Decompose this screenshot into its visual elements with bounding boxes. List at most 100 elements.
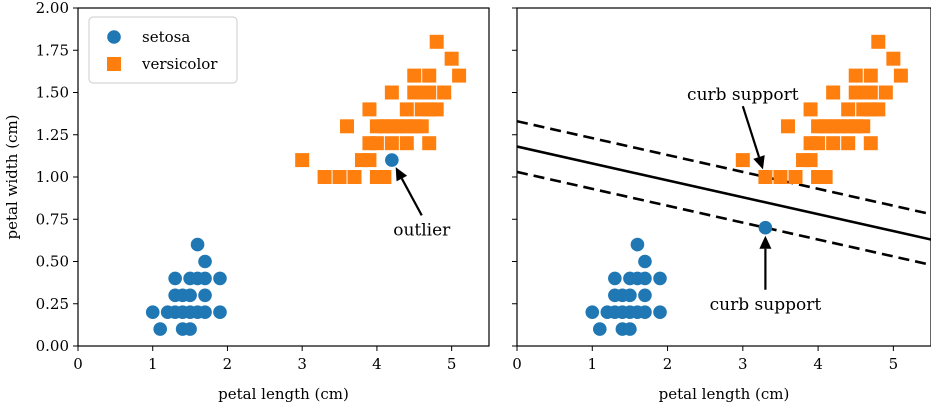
setosa-point [190, 237, 205, 252]
versicolor-point [818, 170, 833, 184]
setosa-point [608, 271, 622, 286]
setosa-point [623, 288, 637, 303]
versicolor-point [377, 170, 392, 184]
setosa-point [385, 153, 399, 167]
setosa-point [213, 305, 227, 320]
versicolor-point [317, 170, 332, 184]
versicolor-point [399, 136, 414, 151]
y-tick-label: 0.50 [36, 253, 69, 271]
versicolor-point [437, 85, 452, 100]
x-tick-label: 3 [297, 355, 307, 373]
versicolor-point [871, 34, 886, 49]
versicolor-point [444, 51, 459, 66]
annotation-label: curb support [687, 85, 799, 105]
versicolor-point [811, 136, 826, 151]
setosa-point [168, 271, 182, 286]
versicolor-point [429, 34, 444, 49]
versicolor-point [422, 68, 437, 83]
setosa-point [198, 271, 212, 286]
versicolor-point [369, 136, 384, 151]
versicolor-point [429, 102, 444, 117]
left-chart-panel: 0 1 2 3 4 5 petal length (cm) 0.00 0.25 0.50 0.75 1… [3, 0, 490, 403]
versicolor-point [863, 68, 878, 83]
versicolor-point [452, 68, 467, 83]
setosa-point [623, 322, 637, 336]
x-tick-label: 1 [148, 355, 158, 373]
versicolor-point [340, 119, 355, 134]
x-tick-label: 5 [447, 355, 457, 373]
y-tick-label: 2.00 [36, 0, 69, 17]
annotation-label: outlier [393, 220, 451, 240]
x-axis-label: petal length (cm) [218, 385, 349, 403]
versicolor-point [347, 170, 362, 184]
annotation-arrow [400, 178, 423, 216]
setosa-point [153, 322, 167, 336]
versicolor-point [422, 136, 437, 151]
legend-marker-setosa [107, 30, 121, 44]
decision-boundary-line [517, 145, 931, 241]
versicolor-point [803, 102, 818, 117]
versicolor-point [332, 170, 347, 184]
setosa-point [638, 271, 652, 286]
margin-line [517, 119, 931, 216]
versicolor-point [871, 102, 886, 117]
versicolor-point [841, 102, 856, 117]
setosa-point [198, 254, 212, 269]
versicolor-point [362, 153, 377, 168]
plot-area [517, 34, 931, 336]
versicolor-point [399, 102, 414, 117]
versicolor-point [803, 153, 818, 168]
versicolor-point [773, 170, 788, 184]
versicolor-point [878, 85, 893, 100]
versicolor-point [863, 85, 878, 100]
y-tick-label: 1.75 [36, 41, 69, 59]
y-tick-label: 1.50 [36, 84, 69, 102]
y-tick-label: 1.25 [36, 126, 69, 144]
versicolor-point [362, 102, 377, 117]
versicolor-point [407, 68, 422, 83]
versicolor-point [848, 68, 863, 83]
versicolor-point [841, 136, 856, 151]
annotation-label: curb support [710, 295, 822, 315]
setosa-point [145, 305, 160, 320]
setosa-point [585, 305, 600, 320]
right-chart-panel: 0 1 2 3 4 5 petal length (cm) curb support curb … [512, 7, 931, 403]
x-tick-label: 0 [73, 355, 83, 373]
y-tick-label: 0.25 [36, 295, 69, 313]
versicolor-point [826, 85, 841, 100]
annotation-arrowhead [753, 155, 765, 170]
versicolor-point [893, 68, 908, 83]
setosa-point [183, 322, 197, 336]
x-tick-label: 4 [813, 355, 823, 373]
versicolor-point [295, 153, 310, 168]
versicolor-point [856, 119, 871, 134]
versicolor-point [863, 136, 878, 151]
setosa-point [638, 254, 652, 269]
setosa-point [638, 288, 652, 303]
versicolor-point [788, 170, 803, 184]
setosa-point [758, 220, 773, 235]
setosa-point [198, 288, 212, 303]
annotation-arrow [741, 105, 761, 158]
legend-marker-versicolor [107, 57, 121, 71]
plot-area [145, 34, 467, 336]
x-axis-label: petal length (cm) [659, 385, 790, 403]
setosa-point [630, 237, 645, 252]
x-tick-label: 2 [663, 355, 673, 373]
legend-box [88, 16, 238, 84]
setosa-point [198, 305, 212, 320]
x-tick-label: 3 [738, 355, 748, 373]
annotation-arrowhead [395, 167, 408, 182]
setosa-point [638, 305, 652, 320]
versicolor-point [826, 136, 841, 151]
versicolor-point [735, 153, 750, 168]
setosa-point [593, 322, 607, 336]
setosa-point [653, 305, 667, 320]
setosa-point [183, 288, 197, 303]
versicolor-point [422, 85, 437, 100]
x-tick-label: 2 [223, 355, 233, 373]
x-tick-label: 0 [512, 355, 522, 373]
y-tick-label: 0.00 [36, 337, 69, 355]
x-tick-label: 1 [587, 355, 597, 373]
